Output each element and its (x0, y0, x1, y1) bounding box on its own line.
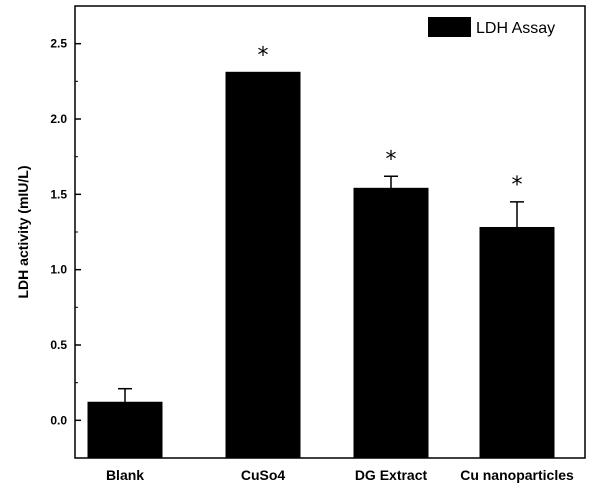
x-axis: Blank CuSo4 DG Extract Cu nanoparticles (106, 453, 574, 483)
y-axis: 0.0 0.5 1.0 1.5 2.0 2.5 (50, 37, 81, 427)
y-tick-label: 1.0 (50, 263, 67, 277)
legend-label: LDH Assay (476, 20, 555, 37)
x-tick-label: Blank (106, 467, 144, 483)
y-axis-label: LDH activity (mIU/L) (15, 165, 31, 298)
significance-marker: * (386, 147, 397, 172)
significance-marker: * (258, 43, 269, 68)
bars-group: * * * (87, 43, 555, 459)
significance-marker: * (512, 173, 523, 198)
bar-cuso4 (225, 71, 301, 459)
y-tick-label: 1.5 (50, 187, 67, 201)
bar-cu-nanoparticles (479, 226, 555, 459)
bar-dg-extract (353, 187, 429, 459)
bar-blank (87, 401, 163, 459)
x-tick-label: DG Extract (355, 467, 428, 483)
y-tick-label: 2.0 (50, 112, 67, 126)
legend: LDH Assay (428, 17, 555, 37)
x-tick-label: Cu nanoparticles (460, 467, 574, 483)
y-tick-label: 2.5 (50, 37, 67, 51)
x-tick-label: CuSo4 (241, 467, 286, 483)
y-tick-label: 0.5 (50, 338, 67, 352)
legend-swatch (428, 17, 471, 37)
y-tick-label: 0.0 (50, 413, 67, 427)
